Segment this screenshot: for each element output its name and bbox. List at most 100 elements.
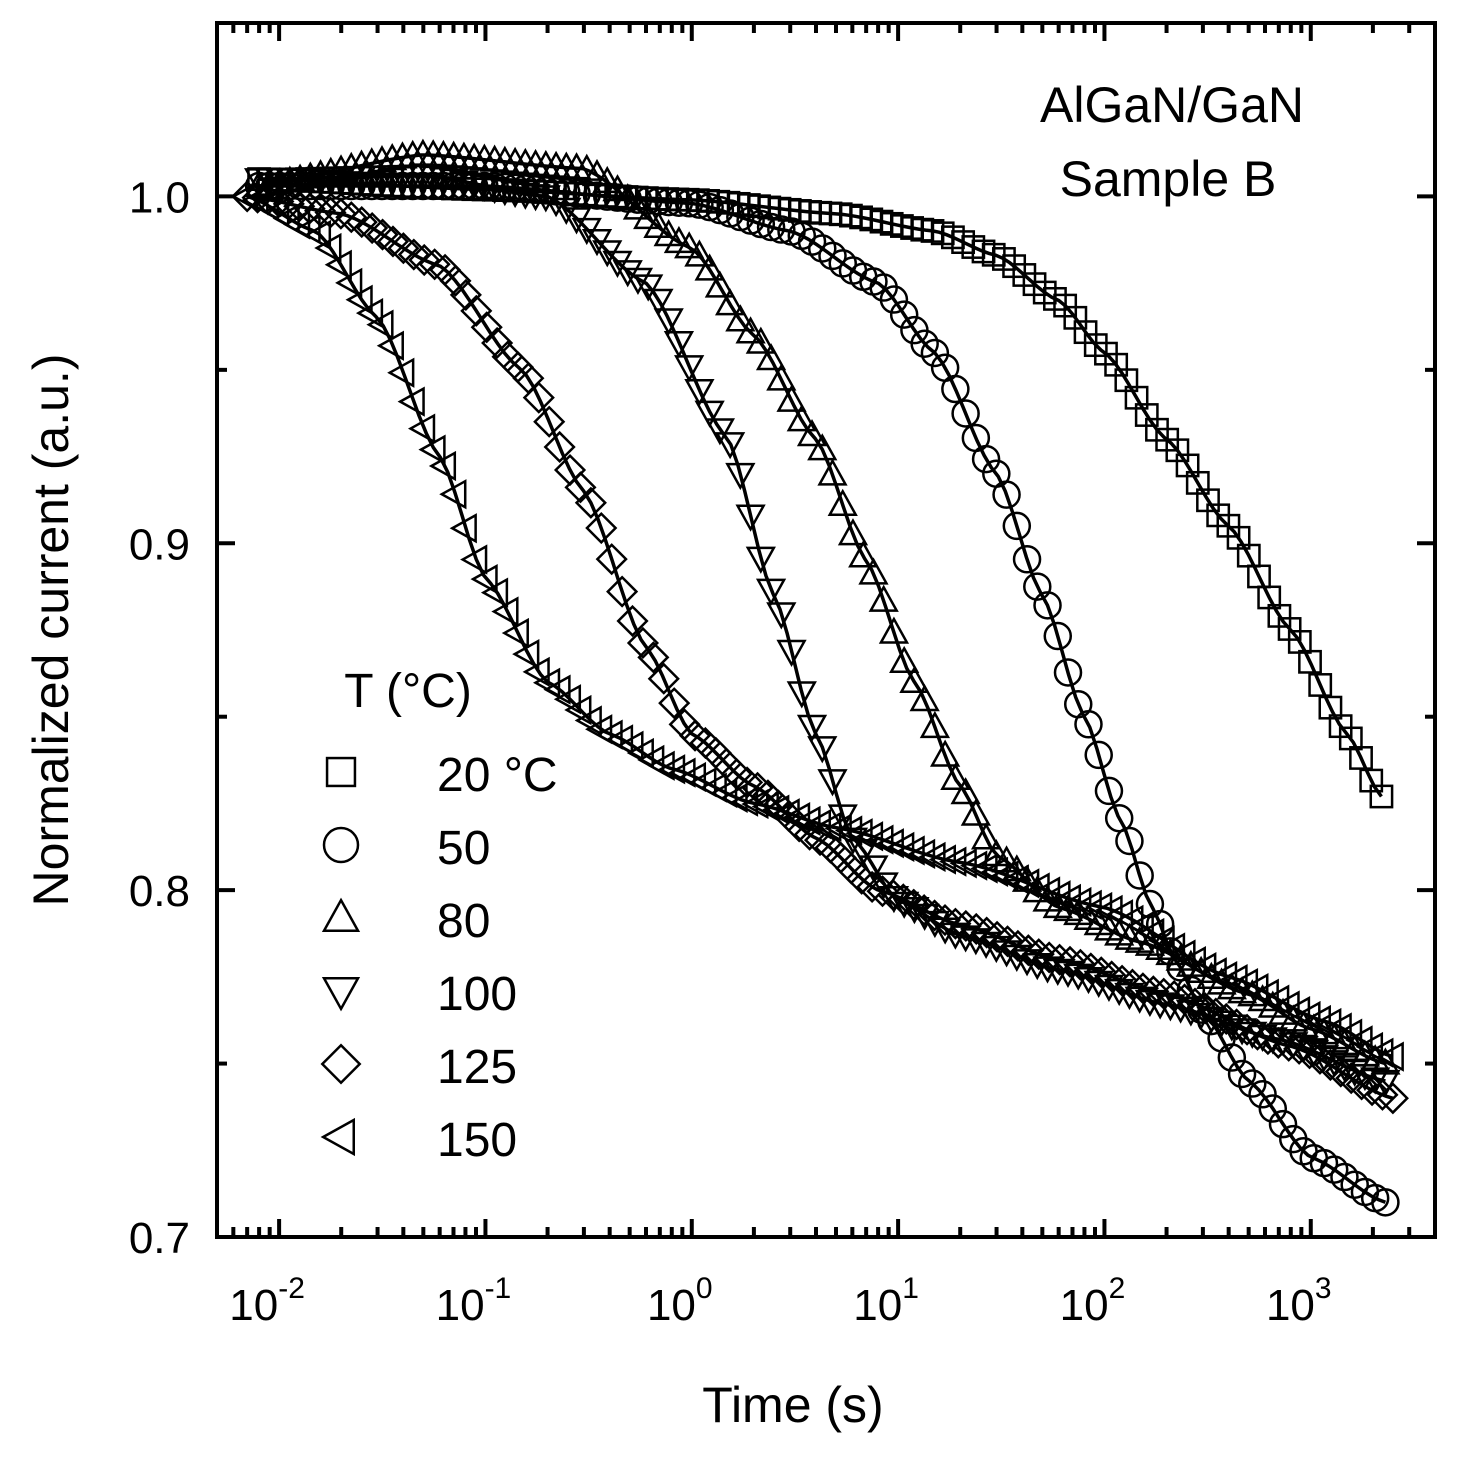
data-point <box>897 888 930 921</box>
data-point <box>827 488 858 516</box>
series-layer <box>230 138 1409 1217</box>
data-point <box>1238 1069 1267 1098</box>
x-tick-label: 10-1 <box>436 1272 512 1330</box>
data-point <box>928 844 957 875</box>
data-point <box>856 870 889 904</box>
data-point <box>612 260 643 288</box>
data-point <box>1147 977 1180 1010</box>
data-point <box>470 311 503 344</box>
data-point <box>663 330 695 359</box>
data-point <box>1230 1013 1264 1046</box>
data-point <box>1196 1006 1227 1034</box>
series-triangle-left <box>230 181 1404 1072</box>
data-point <box>616 604 649 638</box>
y-tick-label: 0.8 <box>129 867 190 916</box>
x-axis-ticks: 10-2 10-1 100 101 102 103 <box>215 23 1437 1330</box>
data-point <box>489 179 520 207</box>
data-point <box>939 907 972 940</box>
data-point <box>971 444 1001 474</box>
data-point <box>720 782 748 813</box>
data-point <box>796 419 828 447</box>
data-point <box>848 540 879 568</box>
data-point <box>684 378 715 407</box>
data-point <box>714 288 746 316</box>
data-point <box>725 462 756 491</box>
x-tick-label: 103 <box>1266 1272 1332 1330</box>
data-point <box>449 513 477 544</box>
y-tick-label: 0.9 <box>129 520 190 569</box>
data-point <box>878 616 910 644</box>
data-point <box>814 811 842 842</box>
legend-marker-circle <box>322 826 360 864</box>
x-tick-label: 100 <box>647 1272 713 1330</box>
data-point <box>949 909 982 943</box>
data-point <box>1210 961 1238 992</box>
data-point <box>408 243 441 277</box>
data-point <box>1272 1029 1305 1062</box>
data-point <box>918 841 946 873</box>
data-point <box>807 433 838 461</box>
data-point <box>1178 987 1212 1020</box>
data-point <box>1251 1023 1284 1056</box>
data-point <box>735 504 766 532</box>
data-point <box>345 206 378 239</box>
data-point <box>1032 876 1061 907</box>
data-point <box>756 212 786 242</box>
legend-marker-square <box>325 756 357 788</box>
data-point <box>981 920 1014 953</box>
data-point <box>1126 972 1159 1005</box>
data-point <box>543 674 571 705</box>
data-point <box>782 802 811 833</box>
data-point <box>647 662 680 695</box>
data-point <box>643 210 674 239</box>
legend-marker-triangle-down <box>321 977 361 1012</box>
data-point <box>824 813 852 844</box>
data-point <box>889 645 920 674</box>
y-axis-ticks: 0.7 0.8 0.9 1.0 <box>129 21 1435 1263</box>
data-point <box>1043 880 1071 911</box>
data-point <box>776 384 807 412</box>
x-tick-label: 102 <box>1060 1272 1126 1330</box>
data-point <box>803 809 832 840</box>
data-point <box>551 197 582 226</box>
data-point <box>1319 1155 1349 1184</box>
data-point <box>970 853 998 884</box>
data-point <box>1189 992 1222 1025</box>
data-point <box>928 903 962 937</box>
legend-label: 50 <box>437 822 490 875</box>
data-point <box>879 285 909 314</box>
data-point <box>295 161 326 189</box>
data-point <box>653 308 684 336</box>
data-point <box>387 357 415 388</box>
data-point <box>479 176 510 205</box>
data-point <box>1366 1037 1394 1068</box>
y-tick-label: 0.7 <box>129 1214 190 1263</box>
data-point <box>1053 883 1081 914</box>
data-point <box>522 656 550 687</box>
plot-frame <box>215 21 1437 1239</box>
data-point <box>376 225 410 258</box>
data-point <box>910 329 939 358</box>
data-point <box>1158 980 1191 1013</box>
data-point <box>807 736 838 764</box>
data-point <box>685 190 714 219</box>
data-point <box>970 822 1002 850</box>
data-point <box>1074 952 1107 985</box>
data-point <box>887 883 920 916</box>
data-point <box>230 181 259 212</box>
data-point <box>626 626 660 660</box>
legend-label: 100 <box>437 968 517 1021</box>
legend: T (°C) 20 °C 50 80 100 125 150 <box>320 665 558 1167</box>
data-point <box>1085 891 1113 923</box>
data-point <box>919 710 951 739</box>
data-point <box>1022 872 1050 903</box>
data-point <box>564 471 597 504</box>
legend-marker-diamond <box>320 1043 362 1085</box>
data-point <box>1210 1002 1243 1036</box>
data-point <box>970 916 1003 949</box>
data-point <box>755 578 787 606</box>
data-point <box>1085 956 1118 989</box>
y-axis-title: Normalized current (a.u.) <box>23 354 79 907</box>
data-point <box>694 400 725 428</box>
